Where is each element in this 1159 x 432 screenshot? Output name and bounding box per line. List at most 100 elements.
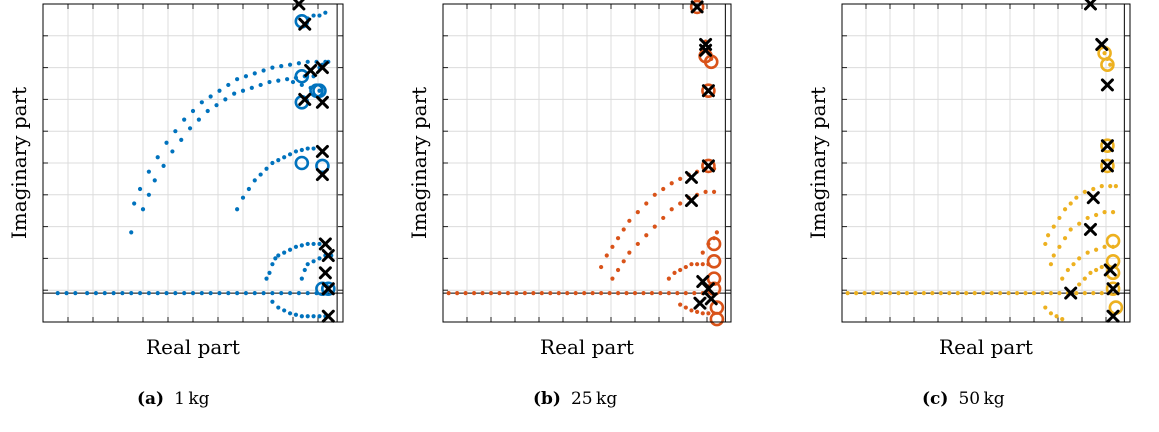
x-axis-label: Real part <box>146 335 240 359</box>
locus-point <box>208 94 213 99</box>
locus-point <box>556 290 561 296</box>
caption-1kg: (a) 1 kg <box>137 389 210 409</box>
locus-point <box>146 192 151 197</box>
y-axis-label: Imaginary part <box>407 87 431 239</box>
locus-point <box>666 276 671 281</box>
locus-point <box>1051 224 1056 229</box>
chart-1kg: Real part Imaginary part <box>7 0 344 359</box>
locus-point <box>243 290 249 296</box>
closed-loop-marker <box>1106 309 1120 323</box>
closed-loop-marker <box>1083 222 1097 236</box>
locus-point <box>1074 195 1079 200</box>
locus-point <box>981 290 986 296</box>
closed-loop-marker <box>318 266 332 280</box>
locus-point <box>190 108 196 114</box>
locus-point <box>267 270 272 275</box>
closed-loop-marker <box>318 237 332 251</box>
locus-point <box>1068 227 1073 232</box>
open-loop-marker <box>1100 138 1115 153</box>
closed-loop-marker <box>1100 159 1114 173</box>
locus-point <box>299 82 304 88</box>
locus-point <box>1048 262 1054 267</box>
locus-point <box>1074 290 1079 296</box>
locus-point <box>246 186 251 192</box>
locus-point <box>1108 62 1113 67</box>
locus-point <box>644 201 649 206</box>
locus-point <box>1043 241 1048 247</box>
locus-point <box>972 290 977 296</box>
open-loop-marker <box>689 0 705 15</box>
locus-point <box>1048 311 1054 316</box>
locus-point <box>311 241 316 247</box>
locus-point <box>649 290 655 296</box>
locus-point <box>700 250 705 255</box>
locus-point <box>610 276 615 281</box>
open-loop-marker <box>315 158 330 174</box>
chart-panel-50kg: Real part Imaginary part (c) 50 kg <box>774 0 1159 432</box>
locus-point <box>904 290 910 296</box>
locus-point <box>55 290 60 296</box>
locus-point <box>276 253 281 258</box>
locus-point <box>311 146 316 151</box>
y-axis-label: Imaginary part <box>7 87 31 239</box>
locus-point <box>1077 282 1082 287</box>
locus-point <box>1077 221 1082 226</box>
locus-point <box>703 189 708 195</box>
locus-point <box>1094 267 1099 273</box>
locus-point <box>854 290 859 296</box>
locus-point <box>270 262 275 267</box>
locus-point <box>279 64 284 69</box>
chart-25kg: Real part Imaginary part <box>407 0 732 359</box>
locus-point <box>137 290 143 296</box>
locus-point <box>641 290 646 296</box>
locus-point <box>683 290 688 296</box>
closed-loop-marker <box>315 168 329 182</box>
closed-loop-marker <box>1106 282 1120 296</box>
locus-point <box>276 78 281 83</box>
open-loop-marker <box>1100 158 1115 174</box>
locus-point <box>226 290 231 296</box>
locus-point <box>711 189 717 195</box>
locus-point <box>1082 290 1087 296</box>
closed-loop-marker <box>321 282 335 296</box>
locus-point <box>1099 290 1104 296</box>
locus-point <box>1057 244 1062 249</box>
open-loop-marker <box>701 158 716 174</box>
locus-point <box>455 290 460 296</box>
locus-point <box>675 290 680 296</box>
locus-point <box>887 290 893 296</box>
locus-point <box>270 290 275 296</box>
locus-point <box>305 59 310 64</box>
locus-point <box>182 117 187 122</box>
open-loop-marker <box>706 253 722 269</box>
locus-point <box>317 88 322 93</box>
locus-point <box>85 290 90 296</box>
locus-point <box>1091 290 1096 296</box>
locus-point <box>531 290 536 296</box>
locus-point <box>678 302 683 307</box>
locus-point <box>232 91 237 96</box>
open-loop-marker <box>1100 57 1115 73</box>
locus-point <box>296 290 301 296</box>
locus-point <box>111 290 116 296</box>
locus-point <box>164 290 169 296</box>
locus-point <box>287 152 293 157</box>
locus-point <box>293 244 299 249</box>
locus-point <box>146 290 151 296</box>
locus-point <box>199 290 204 296</box>
locus-point <box>514 290 519 296</box>
closed-loop-marker <box>699 43 713 57</box>
locus-point <box>235 207 240 212</box>
x-axis-label: Real part <box>939 335 1033 359</box>
locus-point <box>132 201 137 206</box>
open-loop-marker <box>294 155 310 171</box>
locus-point <box>463 290 468 296</box>
locus-point <box>604 253 609 258</box>
locus-point <box>217 290 222 296</box>
locus-point <box>1099 264 1104 270</box>
locus-point <box>305 262 310 267</box>
locus-point <box>243 74 249 79</box>
closed-loop-marker <box>1100 78 1114 92</box>
locus-point <box>938 290 943 296</box>
locus-point <box>226 82 231 88</box>
